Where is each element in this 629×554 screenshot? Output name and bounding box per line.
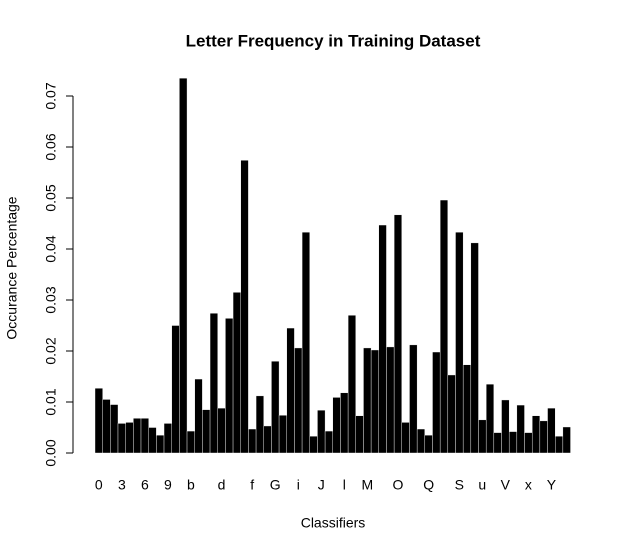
bar [278, 415, 287, 454]
bar [171, 325, 180, 454]
bar [478, 419, 487, 454]
bar [332, 397, 341, 454]
x-tick-label: u [478, 477, 486, 493]
bar [94, 388, 103, 454]
y-tick-label: 0.00 [43, 439, 59, 466]
x-tick-label: f [250, 477, 254, 493]
bar [539, 420, 548, 454]
bar [531, 415, 541, 454]
x-tick-label: 0 [95, 477, 103, 493]
bar [508, 431, 518, 454]
bar [125, 422, 134, 454]
bar [501, 399, 510, 454]
bar [263, 425, 272, 454]
bar [240, 160, 249, 454]
bar [562, 426, 571, 454]
bar [378, 224, 387, 454]
bar [163, 423, 172, 454]
bar [370, 349, 379, 454]
bar [271, 361, 280, 454]
bar [194, 378, 203, 454]
bar [225, 318, 234, 454]
bar [493, 432, 502, 454]
x-tick-label: Q [423, 477, 434, 493]
y-tick-label: 0.06 [43, 133, 59, 160]
x-tick-label: 9 [164, 477, 172, 493]
bar [393, 214, 403, 454]
bar [409, 344, 418, 454]
x-tick-label: b [187, 477, 195, 493]
x-tick-label: 6 [141, 477, 149, 493]
bar [286, 327, 295, 454]
bar [140, 418, 149, 454]
bar [148, 427, 157, 454]
bar [156, 434, 165, 454]
bar [110, 404, 119, 454]
bar [555, 435, 564, 454]
bar [401, 422, 410, 454]
bar [470, 242, 479, 454]
bar [133, 418, 142, 454]
bar [347, 315, 356, 454]
bar [248, 428, 257, 454]
bar [117, 423, 126, 454]
bar [439, 199, 449, 454]
bar [317, 409, 326, 454]
bar [363, 347, 372, 454]
y-tick-label: 0.07 [43, 82, 59, 109]
x-tick-label: 3 [118, 477, 126, 493]
y-axis-label: Occurance Percentage [4, 196, 20, 339]
y-tick-label: 0.04 [43, 235, 59, 262]
bar [179, 77, 188, 454]
x-tick-label: G [270, 477, 281, 493]
y-tick-label: 0.02 [43, 337, 59, 364]
y-tick-label: 0.01 [43, 388, 59, 415]
bar [386, 346, 395, 454]
bar [202, 409, 211, 454]
x-tick-label: Y [547, 477, 557, 493]
bar [455, 231, 464, 454]
bar [462, 364, 472, 454]
x-tick-label: M [361, 477, 373, 493]
bar [524, 432, 533, 454]
bar [447, 374, 456, 454]
bar [186, 430, 195, 454]
bar [485, 383, 495, 454]
bar [294, 347, 303, 454]
bar [324, 430, 333, 454]
bar [516, 404, 525, 454]
chart-title: Letter Frequency in Training Dataset [186, 31, 481, 50]
bar [102, 399, 111, 454]
x-axis-label: Classifiers [301, 515, 366, 531]
bar [217, 407, 226, 454]
bar [424, 434, 433, 454]
x-tick-label: d [218, 477, 226, 493]
bar [416, 428, 426, 454]
bar [432, 351, 441, 454]
x-tick-label: S [455, 477, 464, 493]
x-tick-label: l [343, 477, 346, 493]
bar [255, 395, 264, 454]
x-tick-label: x [525, 477, 532, 493]
y-tick-label: 0.05 [43, 184, 59, 211]
x-tick-label: i [297, 477, 300, 493]
y-tick-label: 0.03 [43, 286, 59, 313]
bar [547, 407, 556, 454]
bar [309, 435, 318, 454]
bar [209, 313, 218, 454]
x-tick-label: V [501, 477, 511, 493]
bar [232, 292, 241, 454]
x-tick-label: O [393, 477, 404, 493]
bar [340, 392, 349, 454]
bar [355, 415, 364, 454]
x-tick-label: J [318, 477, 325, 493]
bar [301, 231, 310, 454]
